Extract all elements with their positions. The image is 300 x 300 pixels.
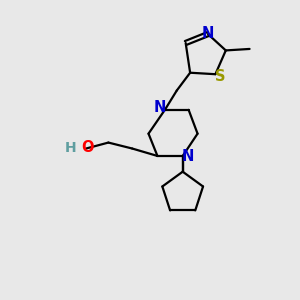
Text: N: N [202, 26, 214, 41]
Text: H: H [65, 141, 76, 155]
Text: N: N [182, 149, 194, 164]
Text: N: N [154, 100, 166, 115]
Text: S: S [215, 69, 226, 84]
Text: O: O [81, 140, 94, 155]
